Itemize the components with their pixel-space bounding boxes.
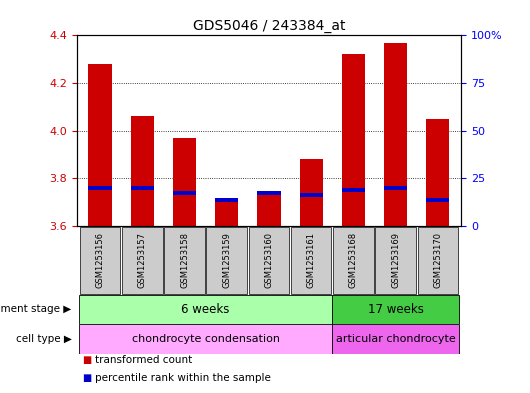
Text: articular chondrocyte: articular chondrocyte [336,334,455,344]
Text: chondrocyte condensation: chondrocyte condensation [131,334,280,344]
Text: 17 weeks: 17 weeks [368,303,423,316]
Bar [207,227,247,294]
Text: GSM1253159: GSM1253159 [222,232,231,288]
Text: cell type ▶: cell type ▶ [16,334,72,344]
Text: GSM1253158: GSM1253158 [180,232,189,288]
Bar [332,295,459,324]
Bar [173,138,196,226]
Bar [131,186,154,190]
Bar [215,198,238,202]
Bar [418,227,458,294]
Bar [89,186,112,190]
Text: ■: ■ [82,373,91,384]
Text: GSM1253169: GSM1253169 [391,232,400,288]
Bar [333,227,374,294]
Bar [299,193,323,197]
Bar [131,116,154,226]
Bar [164,227,205,294]
Bar [342,54,365,226]
Text: transformed count: transformed count [95,354,192,365]
Bar [426,119,449,226]
Bar [332,324,459,354]
Text: GSM1253160: GSM1253160 [264,232,273,288]
Bar [258,193,280,226]
Bar [384,186,407,190]
Text: percentile rank within the sample: percentile rank within the sample [95,373,271,384]
Bar [79,324,332,354]
Bar [299,159,323,226]
Bar [249,227,289,294]
Text: GSM1253168: GSM1253168 [349,232,358,288]
Text: GSM1253170: GSM1253170 [434,232,443,288]
Text: GSM1253161: GSM1253161 [307,232,316,288]
Bar [173,191,196,195]
Text: 6 weeks: 6 weeks [181,303,230,316]
Bar [80,227,120,294]
Text: GSM1253157: GSM1253157 [138,232,147,288]
Bar [291,227,331,294]
Bar [122,227,163,294]
Title: GDS5046 / 243384_at: GDS5046 / 243384_at [193,19,345,33]
Text: development stage ▶: development stage ▶ [0,305,72,314]
Bar [258,191,280,195]
Bar [384,42,407,226]
Bar [215,202,238,226]
Text: GSM1253156: GSM1253156 [95,232,104,288]
Bar [375,227,416,294]
Bar [342,188,365,192]
Text: ■: ■ [82,354,91,365]
Bar [426,198,449,202]
Bar [79,295,332,324]
Bar [89,64,112,226]
